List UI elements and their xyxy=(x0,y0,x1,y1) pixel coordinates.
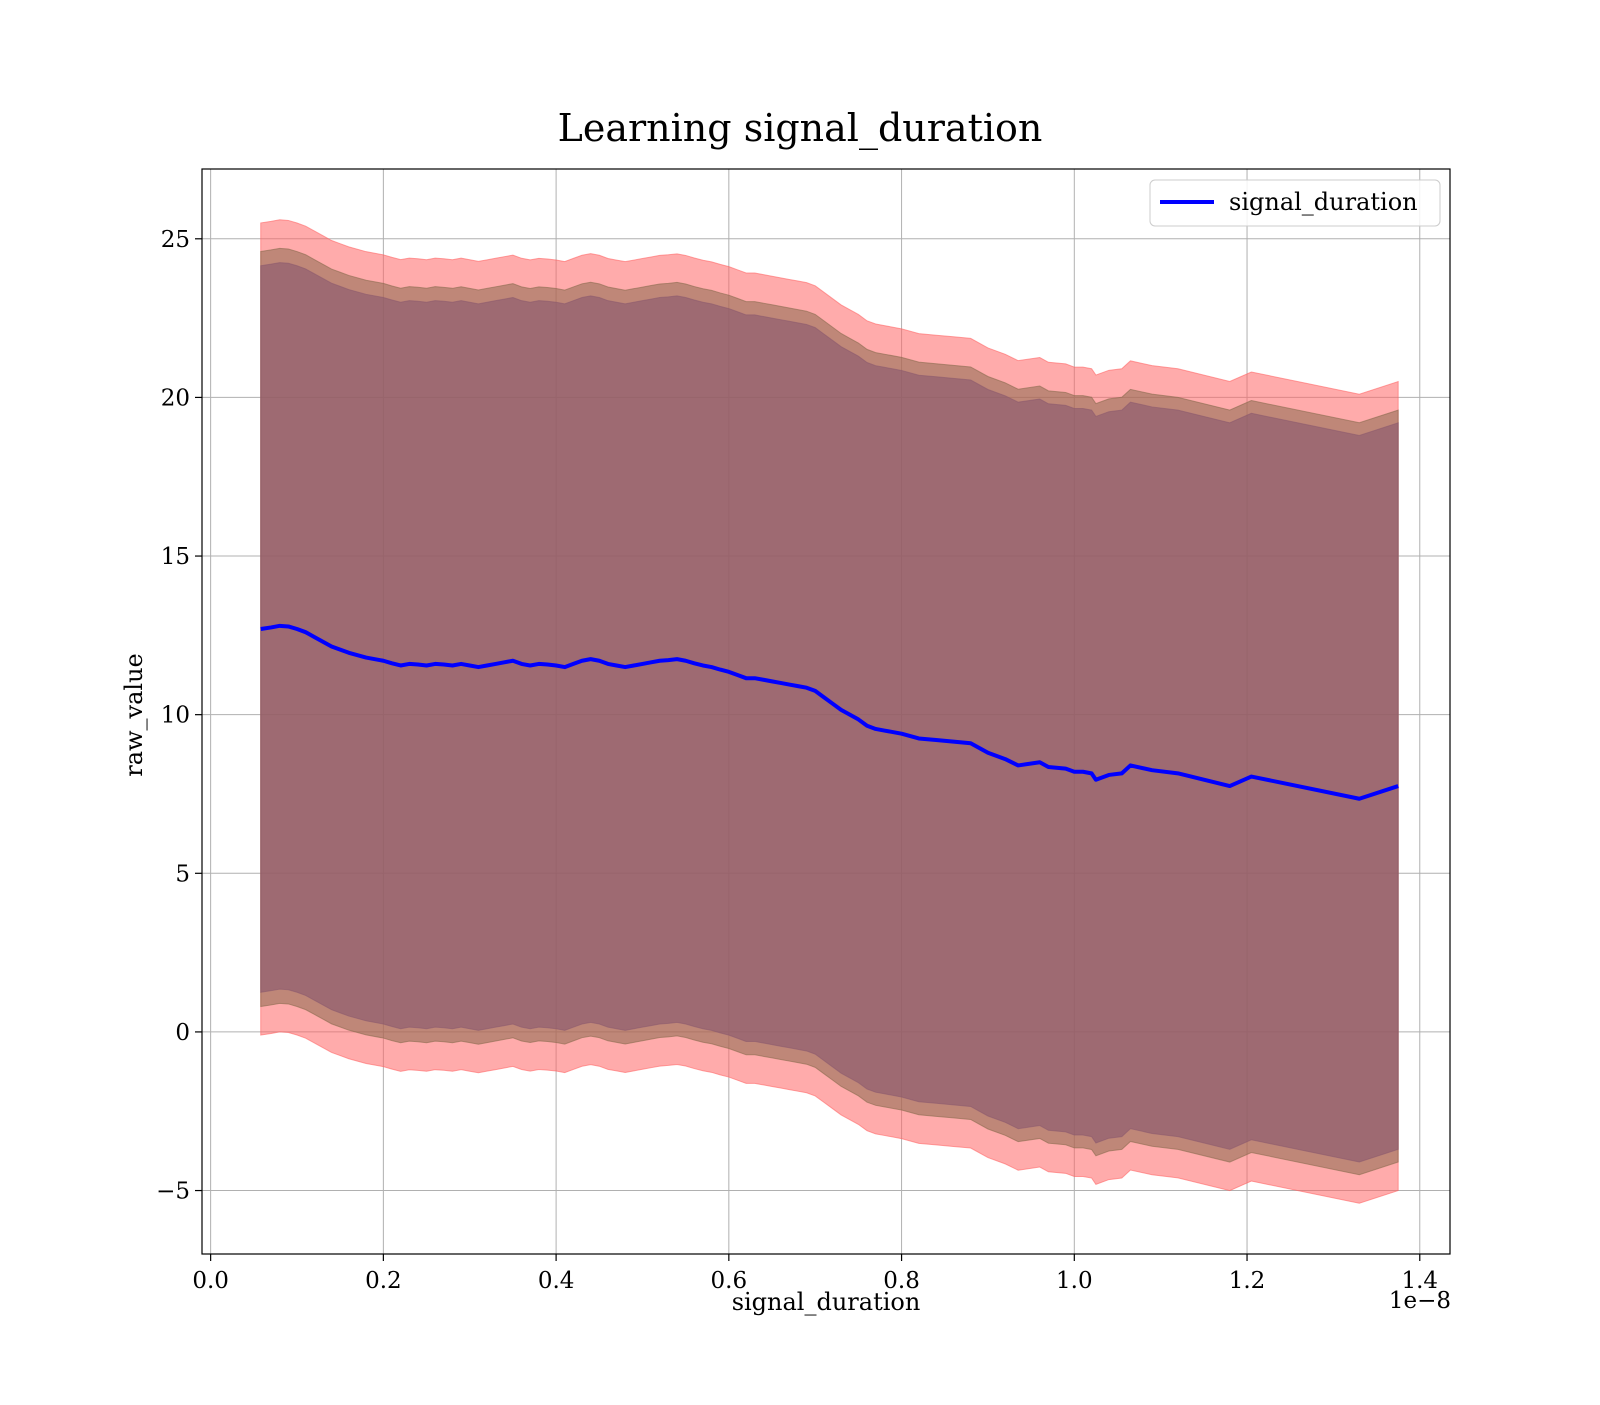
confidence-bands xyxy=(260,219,1399,1204)
y-axis-ticks: −5 0 5 10 15 20 25 xyxy=(156,227,202,1205)
y-axis-label: raw_value xyxy=(120,653,148,777)
plot-frame xyxy=(201,168,1451,1255)
x-tick-label: 0.2 xyxy=(365,1268,402,1294)
legend: signal_duration xyxy=(1149,179,1441,227)
chart-title: Learning signal_duration xyxy=(558,106,1043,151)
y-tick-label: 0 xyxy=(175,1020,190,1046)
y-tick-label: 20 xyxy=(161,385,190,411)
legend-box xyxy=(1149,179,1441,227)
band-inner xyxy=(260,262,1399,1163)
x-axis-offset-text: 1e−8 xyxy=(1389,1288,1451,1314)
y-tick-label: 10 xyxy=(161,703,190,729)
x-axis-label: signal_duration xyxy=(732,1288,921,1316)
series-lines xyxy=(260,623,1399,801)
x-tick-label: 1.4 xyxy=(1401,1268,1438,1294)
x-tick-label: 1.2 xyxy=(1229,1268,1266,1294)
legend-label-signal-duration: signal_duration xyxy=(1229,188,1418,216)
y-tick-label: 5 xyxy=(175,861,190,887)
x-tick-label: 0.4 xyxy=(538,1268,575,1294)
x-tick-label: 0.6 xyxy=(711,1268,748,1294)
series-line-signal-duration xyxy=(260,623,1399,801)
x-axis-ticks: 0.0 0.2 0.4 0.6 0.8 1.0 1.2 1.4 xyxy=(192,1254,1438,1294)
y-tick-label: −5 xyxy=(156,1179,190,1205)
x-tick-label: 1.0 xyxy=(1056,1268,1093,1294)
x-tick-label: 0.8 xyxy=(883,1268,920,1294)
y-tick-label: 15 xyxy=(161,544,190,570)
y-tick-label: 25 xyxy=(161,227,190,253)
x-tick-label: 0.0 xyxy=(192,1268,229,1294)
